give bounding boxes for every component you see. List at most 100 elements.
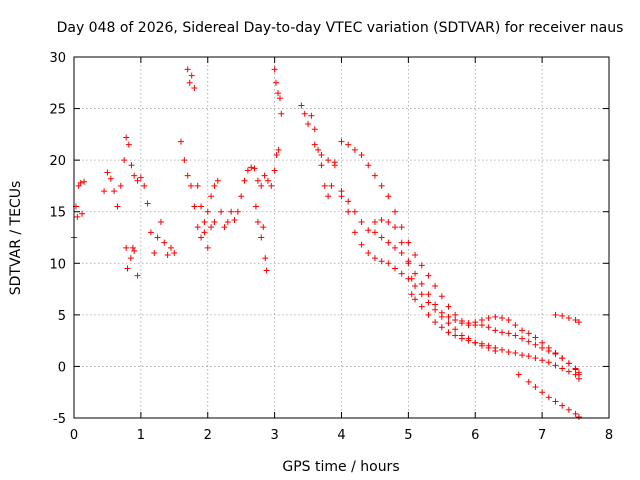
data-point [201,219,208,226]
data-point [137,174,144,181]
data-point [254,177,261,184]
data-point [311,126,318,133]
data-point [268,182,275,189]
data-point [519,335,526,342]
data-point [452,311,459,318]
data-point [408,291,415,298]
data-point [371,255,378,262]
y-tick-label: 5 [58,309,66,324]
data-point [425,291,432,298]
data-point [412,282,419,289]
data-point [565,360,572,367]
data-point [412,252,419,259]
data-point [134,177,141,184]
series-sat-l [371,216,415,282]
data-point [338,193,345,200]
data-point [505,317,512,324]
data-point [575,319,582,326]
data-point [208,224,215,231]
data-point [499,314,505,321]
data-point [278,110,285,117]
data-point [214,177,221,184]
data-point [198,234,205,241]
data-point [478,322,485,329]
data-point [272,79,279,86]
series-sat-c [123,244,141,279]
data-point [565,406,572,413]
data-point [385,260,392,267]
data-point [358,241,365,248]
chart-title: Day 048 of 2026, Sidereal Day-to-day VTE… [57,20,624,36]
data-point [194,182,201,189]
data-point [274,90,281,97]
data-point [492,327,499,334]
data-point [485,342,492,349]
data-point [565,314,572,321]
data-point [164,252,171,259]
data-point [512,350,519,357]
data-point [425,311,432,318]
data-point [532,355,539,362]
data-point [371,219,378,226]
data-point [271,167,278,174]
data-point [512,322,519,329]
data-point [418,291,425,298]
data-point [499,346,505,353]
data-point [74,213,81,220]
data-point [258,182,265,189]
data-point [127,255,134,262]
x-tick-label: 1 [137,428,145,443]
x-tick-label: 2 [204,428,212,443]
data-point [276,95,283,102]
y-tick-label: 25 [49,103,66,118]
data-point [385,193,392,200]
data-point [123,244,130,251]
data-point [392,224,398,231]
data-point [492,313,499,320]
data-point [261,172,268,179]
data-point [485,324,492,331]
data-point [515,371,522,378]
data-point [221,224,228,231]
data-point [167,244,174,251]
data-point [552,362,559,369]
series-sat-j [311,138,582,378]
data-point [79,210,86,217]
data-point [405,239,412,246]
data-point [204,244,211,251]
data-point [218,208,225,215]
data-point [186,79,193,86]
data-point [252,203,259,210]
data-point [171,249,178,256]
data-point [432,319,439,326]
data-point [271,66,278,73]
series-sat-b [101,134,178,259]
data-point [545,394,552,401]
data-point [123,134,130,141]
data-point [525,338,532,345]
data-point [208,193,215,200]
data-point [144,200,151,207]
data-point [445,329,452,336]
data-point [398,224,405,231]
data-point [107,175,114,182]
data-point [188,182,195,189]
data-point [147,229,154,236]
data-point [251,165,258,172]
data-point [539,357,546,364]
series-sat-i [298,102,582,376]
data-point [151,249,158,256]
data-point [154,234,161,241]
data-point [191,84,198,91]
data-point [131,172,138,179]
data-point [445,313,452,320]
data-point [194,224,201,231]
x-tick-label: 6 [471,428,479,443]
data-point [325,157,332,164]
data-point [385,239,392,246]
data-point [321,182,328,189]
data-point [308,112,315,119]
data-point [438,324,445,331]
data-point [114,203,121,210]
data-point [262,255,269,262]
